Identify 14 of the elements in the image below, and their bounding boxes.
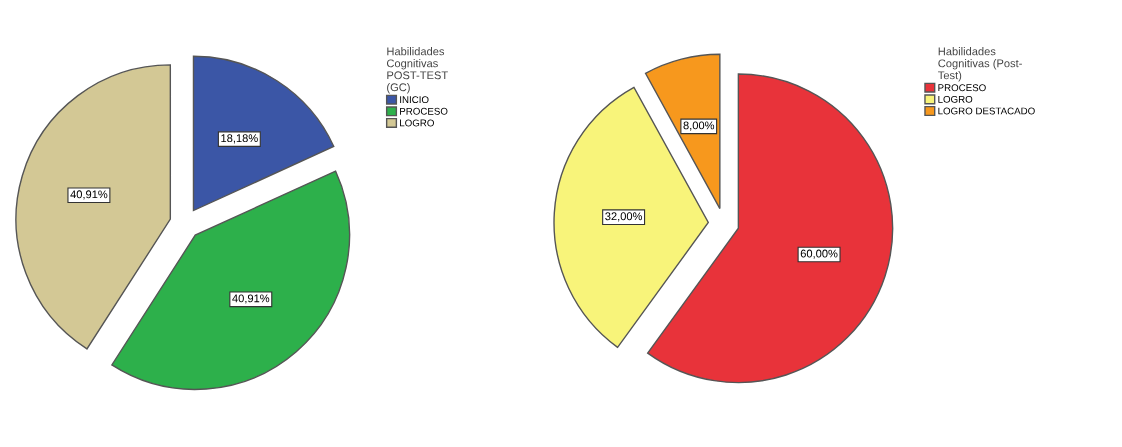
data-label: 60,00% <box>800 249 838 259</box>
legend-label: PROCESO <box>400 107 448 115</box>
legend-label: PROCESO <box>938 84 986 92</box>
legend-title: Habilidades Cognitivas POST-TEST (GC) <box>386 47 448 94</box>
legend-label: LOGRO <box>400 119 434 127</box>
legend-title: Habilidades Cognitivas (Post- Test) <box>938 47 1022 82</box>
data-label: 18,18% <box>221 134 258 144</box>
legend-label: LOGRO <box>938 95 973 103</box>
legend-label: LOGRO DESTACADO <box>938 107 1035 115</box>
data-label: 40,91% <box>232 294 270 304</box>
data-label: 8,00% <box>683 121 715 131</box>
data-label: 40,91% <box>70 190 108 200</box>
legend-label: INICIO <box>400 96 429 104</box>
data-label: 32,00% <box>605 212 643 222</box>
